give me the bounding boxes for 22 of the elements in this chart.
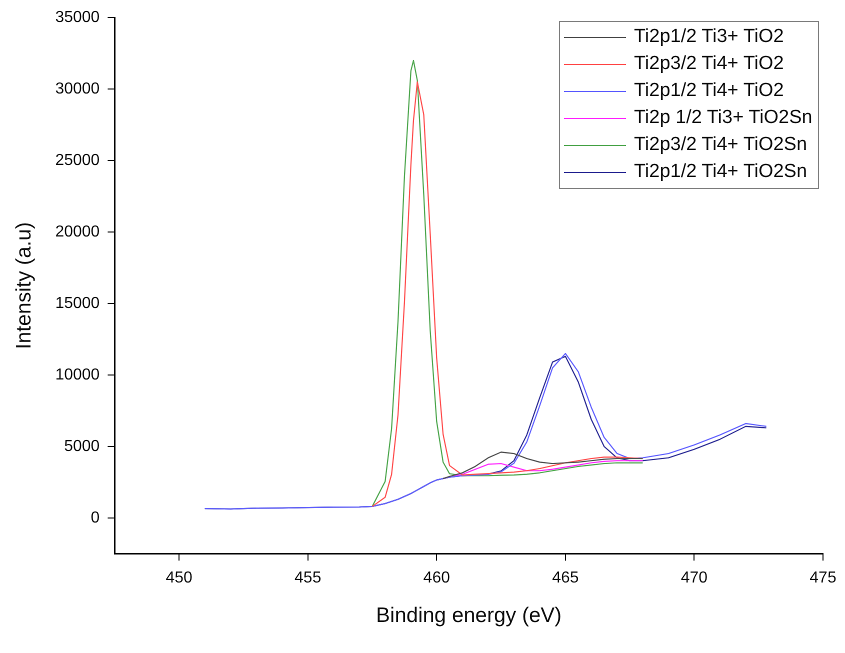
x-tick-label: 475 <box>810 570 836 587</box>
legend-label: Ti2p3/2 Ti4+ TiO2 <box>634 53 784 76</box>
x-tick-label: 450 <box>166 570 193 587</box>
y-axis-title: Intensity (a.u) <box>12 222 36 350</box>
x-tick-label: 460 <box>423 570 450 587</box>
y-tick-label: 20000 <box>55 223 100 240</box>
x-axis-title: Binding energy (eV) <box>376 604 562 628</box>
x-tick-label: 465 <box>552 570 579 587</box>
y-tick-label: 30000 <box>55 80 100 98</box>
x-tick-label: 455 <box>294 570 322 587</box>
legend-label: Ti2p1/2 Ti4+ TiO2Sn <box>634 161 808 184</box>
y-tick-label: 10000 <box>55 366 100 384</box>
y-tick-label: 5000 <box>64 438 100 455</box>
legend-label: Ti2p1/2 Ti4+ TiO2 <box>634 80 784 102</box>
legend-label: Ti2p 1/2 Ti3+ TiO2Sn <box>634 107 812 130</box>
legend-label: Ti2p3/2 Ti4+ TiO2Sn <box>634 134 808 156</box>
y-tick-label: 25000 <box>55 152 100 169</box>
legend-label: Ti2p1/2 Ti3+ TiO2 <box>634 26 784 48</box>
y-tick-label: 35000 <box>55 9 100 26</box>
y-tick-label: 15000 <box>55 294 100 312</box>
y-tick-label: 0 <box>90 509 100 526</box>
x-tick-label: 470 <box>680 570 708 587</box>
